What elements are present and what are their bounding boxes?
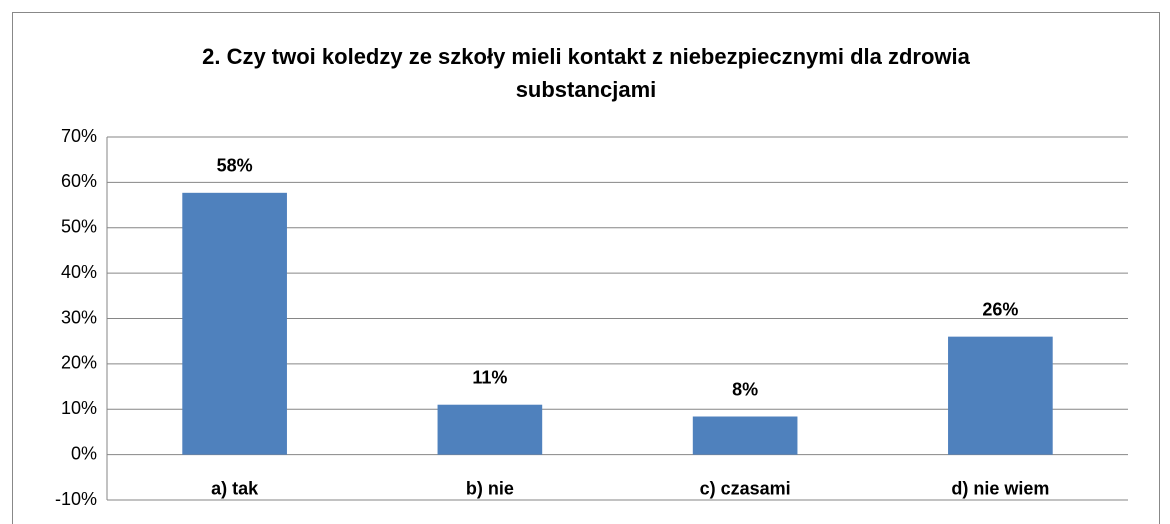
bar — [437, 404, 543, 455]
x-tick-label: b) nie — [466, 478, 514, 498]
data-label: 26% — [982, 299, 1018, 319]
bar — [948, 336, 1053, 455]
chart-title: 2. Czy twoi koledzy ze szkoły mieli kont… — [202, 44, 970, 102]
data-label: 58% — [217, 156, 253, 176]
bar — [182, 192, 287, 455]
data-label: 11% — [472, 367, 507, 387]
y-tick-label: 50% — [61, 217, 97, 237]
data-label: 8% — [732, 379, 758, 399]
bar — [692, 416, 798, 455]
y-tick-label: 60% — [61, 171, 97, 191]
x-tick-label: a) tak — [211, 478, 259, 498]
y-tick-label: 40% — [61, 262, 97, 282]
y-tick-label: 0% — [71, 443, 97, 463]
y-tick-label: -10% — [55, 489, 97, 509]
y-tick-label: 70% — [61, 126, 97, 146]
x-tick-label: d) nie wiem — [951, 478, 1049, 498]
x-tick-label: c) czasami — [700, 478, 791, 498]
y-tick-label: 20% — [61, 353, 97, 373]
y-tick-label: 30% — [61, 307, 97, 327]
y-tick-label: 10% — [61, 398, 97, 418]
